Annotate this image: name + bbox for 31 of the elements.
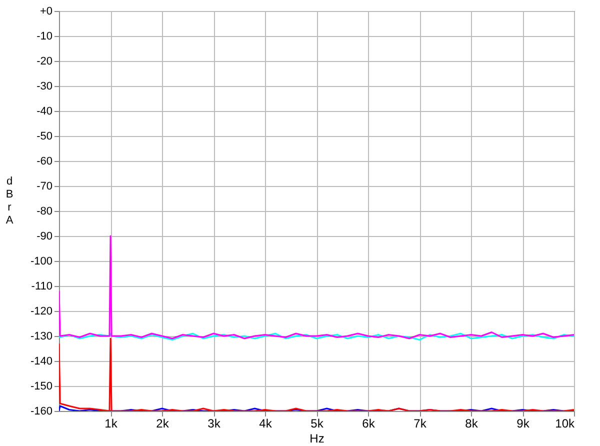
- x-tick-label: 5k: [310, 416, 324, 430]
- y-tick-label: -100: [30, 256, 52, 268]
- y-tick-label: -30: [36, 80, 52, 92]
- y-tick-label: -10: [36, 30, 52, 42]
- y-tick-label: -120: [30, 306, 52, 318]
- y-tick-label: -110: [31, 280, 52, 292]
- x-tick-label: 4k: [259, 416, 273, 430]
- x-tick-label: 1k: [104, 416, 118, 430]
- y-tick-label: -90: [36, 230, 52, 242]
- x-axis-title: Hz: [310, 432, 324, 446]
- y-tick-label: +0: [40, 6, 52, 18]
- x-tick-label: 6k: [362, 416, 376, 430]
- y-tick-label: -150: [30, 380, 52, 392]
- y-axis-title: dBr A: [6, 176, 14, 226]
- y-tick-label: -40: [36, 106, 52, 118]
- y-tick-label: -140: [30, 356, 52, 368]
- y-tick-label: -50: [36, 130, 52, 142]
- y-tick-label: -60: [36, 156, 52, 168]
- x-tick-label: 7k: [414, 416, 428, 430]
- x-tick-label: 10k: [555, 416, 576, 430]
- x-tick-label: 2k: [156, 416, 170, 430]
- y-tick-label: -160: [30, 406, 52, 418]
- y-tick-label: -20: [36, 56, 52, 68]
- x-tick-label: 8k: [465, 416, 479, 430]
- x-tick-label: 9k: [516, 416, 530, 430]
- y-tick-label: -70: [36, 180, 52, 192]
- y-tick-label: -130: [30, 330, 52, 342]
- y-tick-label: -80: [36, 206, 52, 218]
- line-series: [59, 235, 574, 340]
- line-series: [59, 332, 574, 340]
- x-tick-label: 3k: [208, 416, 222, 430]
